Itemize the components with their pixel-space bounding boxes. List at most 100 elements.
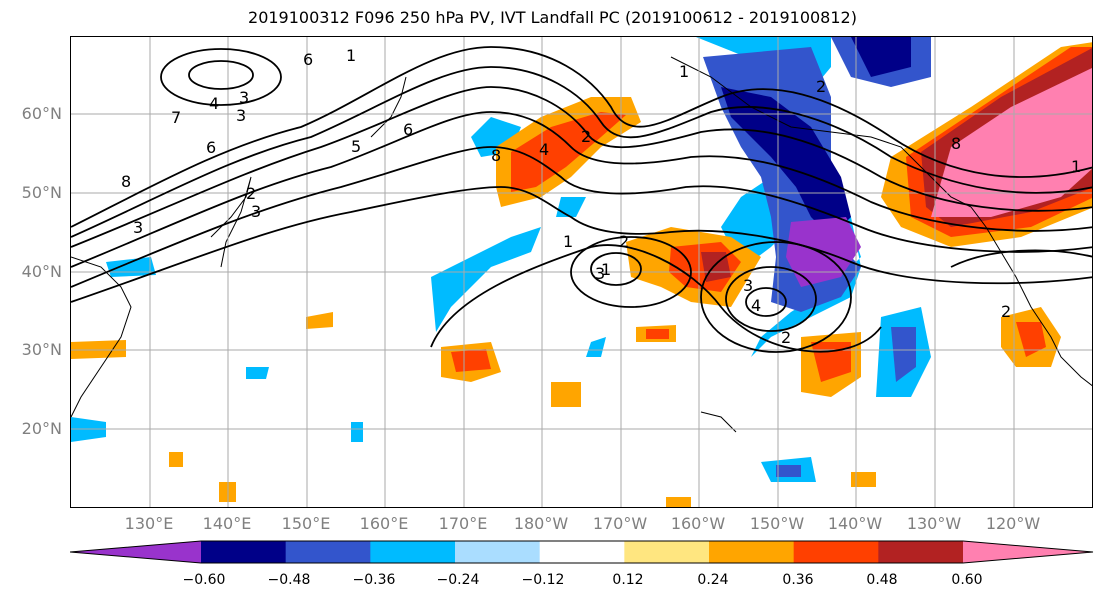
pv-contour-closed-hawaii-mid — [725, 266, 817, 332]
pos-region-baja-core — [1016, 322, 1046, 357]
contour-label: 4 — [209, 94, 219, 113]
neg-region-small1 — [586, 337, 606, 357]
pv-contour-2 — [71, 66, 1092, 238]
colorbar-segment — [878, 541, 964, 563]
pv-contours — [71, 46, 1092, 353]
lon-label-170e: 170°E — [438, 514, 488, 533]
pos-region-small3 — [306, 312, 333, 329]
positive-anomaly-shading — [71, 42, 1092, 507]
pv-contour-1 — [71, 46, 1092, 228]
colorbar-segment — [455, 541, 541, 563]
contour-label: 8 — [951, 134, 961, 153]
pos-region-northeast-pink — [931, 67, 1092, 217]
pos-region-small2-core — [646, 329, 669, 339]
coastline-hawaii — [700, 411, 737, 433]
pos-region-small8 — [666, 497, 691, 507]
map-canvas: 1 6 3 4 3 7 6 5 8 3 2 3 6 8 4 2 1 2 3 1 … — [71, 37, 1092, 507]
negative-anomaly-shading — [71, 37, 1016, 482]
contour-label: 6 — [303, 50, 313, 69]
contour-label: 6 — [403, 120, 413, 139]
lon-label-140e: 140°E — [202, 514, 252, 533]
colorbar-segment — [285, 541, 371, 563]
contour-label: 2 — [581, 127, 591, 146]
contour-label: 8 — [491, 146, 501, 165]
neg-region-top-deep — [851, 37, 911, 77]
lon-label-140w: 140°W — [827, 514, 883, 533]
neg-region-south-core — [776, 465, 801, 477]
pv-contour-closed-nw — [160, 48, 282, 106]
lat-label-40n: 40°N — [21, 262, 62, 281]
contour-label: 1 — [1071, 157, 1081, 176]
contour-label: 4 — [751, 296, 761, 315]
contour-label: 3 — [743, 276, 753, 295]
colorbar-tick: −0.60 — [182, 572, 226, 588]
lat-label-60n: 60°N — [21, 104, 62, 123]
contour-label: 1 — [563, 232, 573, 251]
lat-label-30n: 30°N — [21, 340, 62, 359]
pos-region-small1 — [551, 382, 581, 407]
pv-contour-4 — [71, 111, 1092, 268]
colorbar-segment — [624, 541, 710, 563]
pv-contour-5 — [71, 146, 1092, 288]
colorbar-segment — [793, 541, 879, 563]
contour-label: 2 — [781, 328, 791, 347]
pv-contour-ne-loop — [950, 249, 1092, 268]
pos-region-central-red — [701, 252, 731, 282]
pos-region-northwest-core — [511, 112, 626, 192]
colorbar-extend-low — [70, 541, 201, 563]
pv-contour-6 — [71, 186, 1092, 303]
contour-label: 3 — [239, 88, 249, 107]
lat-label-20n: 20°N — [21, 419, 62, 438]
pos-region-small7 — [851, 472, 876, 487]
colorbar-tick: −0.36 — [352, 572, 396, 588]
pv-contour-closed-hawaii-inner — [745, 287, 787, 317]
coastline-asia — [71, 256, 132, 418]
colorbar-segment — [709, 541, 795, 563]
contour-label: 3 — [236, 106, 246, 125]
coastline-na-west — [970, 206, 1092, 387]
contour-label: 2 — [816, 77, 826, 96]
colorbar-tick: −0.48 — [267, 572, 311, 588]
graticule — [71, 37, 1092, 507]
colorbar-tick: 0.48 — [866, 572, 898, 588]
contour-label: 2 — [619, 232, 629, 251]
contour-label: 4 — [539, 140, 549, 159]
lon-label-160w: 160°W — [670, 514, 726, 533]
lon-label-120w: 120°W — [985, 514, 1041, 533]
contour-label: 2 — [1001, 302, 1011, 321]
colorbar-tick: 0.60 — [951, 572, 983, 588]
neg-region-central — [431, 227, 541, 332]
pv-contour-southern-loop — [430, 244, 882, 353]
colorbar-tick: −0.12 — [521, 572, 565, 588]
pos-region-small6 — [169, 452, 183, 467]
colorbar-tick: 0.24 — [697, 572, 729, 588]
lon-label-170w: 170°W — [592, 514, 648, 533]
contour-label: 3 — [133, 218, 143, 237]
map-panel: 1 6 3 4 3 7 6 5 8 3 2 3 6 8 4 2 1 2 3 1 … — [70, 36, 1093, 508]
pos-region-midlat-core — [451, 349, 491, 372]
colorbar-segment — [201, 541, 287, 563]
pv-contour-3 — [71, 86, 1092, 248]
colorbar-tick: −0.24 — [436, 572, 480, 588]
lon-label-160e: 160°E — [359, 514, 409, 533]
colorbar-outline — [70, 540, 1094, 564]
lon-label-150w: 150°W — [749, 514, 805, 533]
contour-label: 8 — [121, 172, 131, 191]
neg-region-deep — [721, 87, 851, 237]
contour-label: 6 — [206, 138, 216, 157]
colorbar-segments — [70, 541, 1093, 563]
contour-labels: 1 6 3 4 3 7 6 5 8 3 2 3 6 8 4 2 1 2 3 1 … — [121, 46, 1081, 347]
neg-region-small5 — [246, 367, 269, 379]
colorbar-tick: 0.36 — [782, 572, 814, 588]
contour-label: 3 — [251, 202, 261, 221]
map-title: 2019100312 F096 250 hPa PV, IVT Landfall… — [248, 8, 857, 27]
contour-label: 3 — [595, 264, 605, 283]
contour-label: 1 — [679, 62, 689, 81]
lon-label-130w: 130°W — [906, 514, 962, 533]
neg-region-east-sub-core — [891, 327, 916, 382]
lon-label-150e: 150°E — [281, 514, 331, 533]
contour-label: 5 — [351, 137, 361, 156]
colorbar-extend-high — [963, 541, 1093, 563]
coastline-japan — [210, 176, 252, 268]
colorbar — [70, 540, 1094, 564]
